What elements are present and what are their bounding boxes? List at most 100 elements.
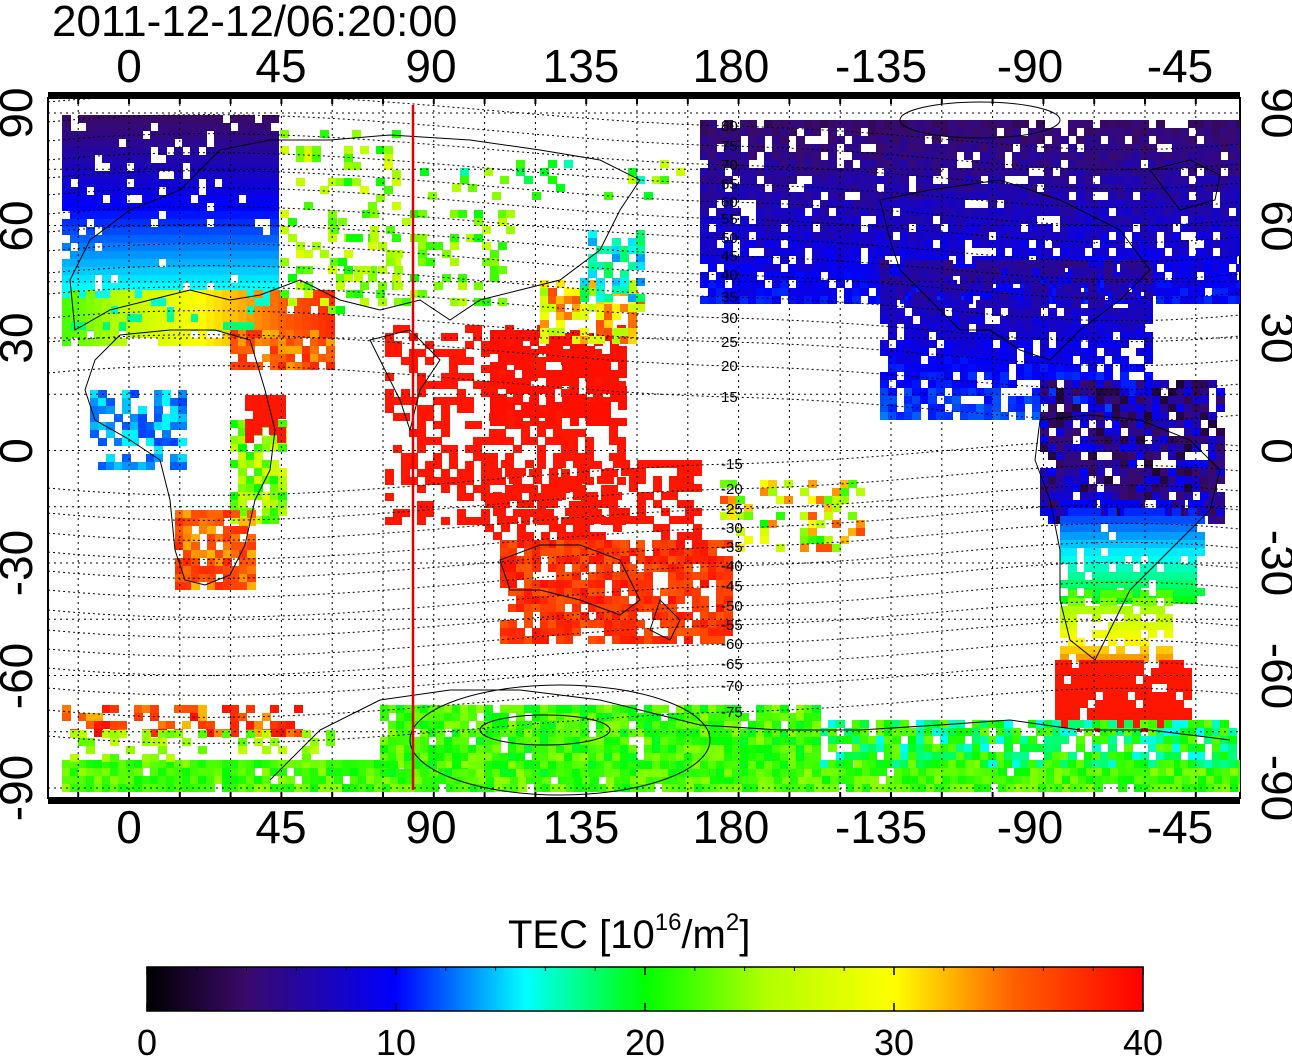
tec-cell: [178, 454, 187, 462]
tec-cell: [669, 516, 678, 524]
tec-cell: [537, 421, 546, 429]
tec-cell: [1104, 348, 1113, 356]
tec-cell: [617, 445, 626, 453]
tec-cell: [1180, 136, 1189, 144]
tec-cell: [620, 246, 629, 254]
tec-cell: [984, 404, 993, 412]
tec-cell: [932, 120, 941, 128]
tec-cell: [1044, 224, 1053, 232]
tec-cell: [354, 234, 363, 242]
tec-cell: [992, 276, 1001, 284]
tec-cell: [780, 232, 789, 240]
tec-cell: [644, 588, 653, 596]
tec-cell: [1112, 388, 1121, 396]
tec-cell: [936, 372, 945, 380]
tec-cell: [964, 144, 973, 152]
tec-cell: [270, 500, 279, 508]
tec-cell: [288, 298, 297, 306]
tec-cell: [417, 373, 426, 381]
tec-cell: [1048, 452, 1057, 460]
tec-cell: [1068, 540, 1077, 548]
tec-cell: [231, 566, 240, 574]
tec-cell: [262, 476, 271, 484]
tec-cell: [804, 224, 813, 232]
tec-cell: [610, 386, 619, 394]
tec-cell: [548, 288, 557, 296]
tec-cell: [1236, 128, 1240, 136]
tec-cell: [692, 548, 701, 556]
tec-cell: [90, 422, 99, 430]
tec-cell: [700, 604, 709, 612]
tec-cell: [1164, 152, 1173, 160]
tec-cell: [517, 524, 526, 532]
tec-cell: [1144, 292, 1153, 300]
tec-cell: [1112, 380, 1121, 388]
tec-cell: [740, 272, 749, 280]
tec-cell: [932, 224, 941, 232]
tec-cell: [976, 340, 985, 348]
tec-cell: [175, 566, 184, 574]
tec-cell: [207, 582, 216, 590]
tec-cell: [384, 146, 393, 154]
tec-cell: [716, 564, 725, 572]
tec-cell: [636, 556, 645, 564]
tec-cell: [183, 558, 192, 566]
tec-cell: [976, 364, 985, 372]
tec-cell: [1024, 396, 1033, 404]
tec-cell: [261, 395, 270, 403]
tec-cell: [1012, 240, 1021, 248]
tec-cell: [158, 139, 167, 147]
tec-cell: [1180, 264, 1189, 272]
tec-cell: [150, 243, 159, 251]
tec-cell: [928, 396, 937, 404]
tec-cell: [336, 274, 345, 282]
tec-cell: [1104, 276, 1113, 284]
tec-cell: [628, 304, 637, 312]
tec-cell: [102, 171, 111, 179]
tec-cell: [78, 211, 87, 219]
tec-cell: [1192, 444, 1201, 452]
tec-cell: [1212, 136, 1221, 144]
tec-cell: [1076, 580, 1085, 588]
tec-cell: [1172, 184, 1181, 192]
tec-cell: [602, 378, 611, 386]
tec-cell: [1040, 292, 1049, 300]
tec-cell: [1152, 380, 1161, 388]
tec-cell: [796, 120, 805, 128]
tec-cell: [460, 176, 469, 184]
tec-cell: [880, 388, 889, 396]
tec-cell: [1144, 484, 1153, 492]
tec-cell: [956, 208, 965, 216]
tec-cell: [473, 453, 482, 461]
tec-cell: [262, 299, 271, 307]
tec-cell: [1220, 200, 1229, 208]
tec-cell: [892, 184, 901, 192]
tec-cell: [86, 195, 95, 203]
tec-cell: [134, 163, 143, 171]
tec-cell: [270, 195, 279, 203]
tec-cell: [1072, 348, 1081, 356]
tec-cell: [78, 243, 87, 251]
tec-cell: [230, 155, 239, 163]
tec-cell: [1108, 168, 1117, 176]
tec-cell: [433, 349, 442, 357]
tec-cell: [1216, 452, 1225, 460]
tec-cell: [270, 444, 279, 452]
tec-cell: [1128, 332, 1137, 340]
tec-cell: [198, 131, 207, 139]
tec-cell: [142, 298, 151, 306]
tec-cell: [669, 460, 678, 468]
tec-cell: [780, 184, 789, 192]
tec-cell: [880, 260, 889, 268]
tec-cell: [98, 422, 107, 430]
tec-cell: [764, 248, 773, 256]
tec-cell: [860, 176, 869, 184]
tec-cell: [1004, 120, 1013, 128]
tec-cell: [102, 298, 111, 306]
tec-cell: [556, 572, 565, 580]
tec-cell: [924, 120, 933, 128]
tec-cell: [246, 147, 255, 155]
tec-cell: [1208, 516, 1217, 524]
tec-cell: [732, 232, 741, 240]
tec-cell: [609, 517, 618, 525]
